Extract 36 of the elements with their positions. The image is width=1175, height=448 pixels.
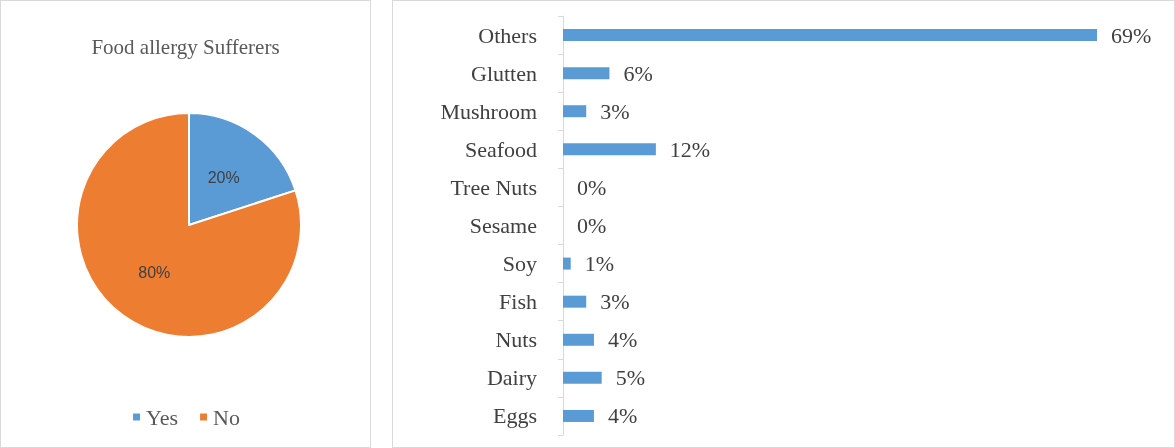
bar <box>563 295 587 308</box>
data-label: 6% <box>623 60 653 86</box>
data-label: 69% <box>1111 22 1152 48</box>
data-label: 5% <box>615 365 646 391</box>
y-tick-label: Soy <box>502 251 537 277</box>
data-label: 3% <box>600 289 630 315</box>
bar <box>563 409 594 422</box>
bar <box>563 371 602 384</box>
data-label: 1% <box>584 251 615 277</box>
y-tick-label: Seafood <box>464 136 537 162</box>
bar <box>563 29 1097 42</box>
bar <box>563 67 610 80</box>
y-tick-label: Tree Nuts <box>450 174 537 200</box>
y-tick-label: Others <box>478 22 537 48</box>
data-label: 20% <box>207 168 240 186</box>
bar <box>563 143 656 156</box>
legend-label: No <box>213 404 240 430</box>
bar <box>563 105 587 118</box>
y-tick-label: Glutten <box>471 60 537 86</box>
bar <box>563 333 594 346</box>
y-tick-label: Sesame <box>469 213 537 238</box>
bar <box>563 257 571 270</box>
data-label: 4% <box>607 327 638 353</box>
data-label: 80% <box>138 264 171 282</box>
y-tick-label: Fish <box>499 289 537 315</box>
data-label: 12% <box>669 136 711 162</box>
y-tick-label: Dairy <box>486 365 537 391</box>
y-tick-label: Eggs <box>493 403 537 429</box>
chart-title: Food allergy Sufferers <box>91 34 280 59</box>
legend-label: Yes <box>146 404 179 430</box>
y-tick-label: Mushroom <box>440 98 537 124</box>
data-label: 3% <box>600 98 630 124</box>
y-tick-label: Nuts <box>495 327 537 353</box>
data-label: 4% <box>607 403 638 429</box>
data-label: 0% <box>577 174 607 200</box>
data-label: 0% <box>577 213 607 238</box>
